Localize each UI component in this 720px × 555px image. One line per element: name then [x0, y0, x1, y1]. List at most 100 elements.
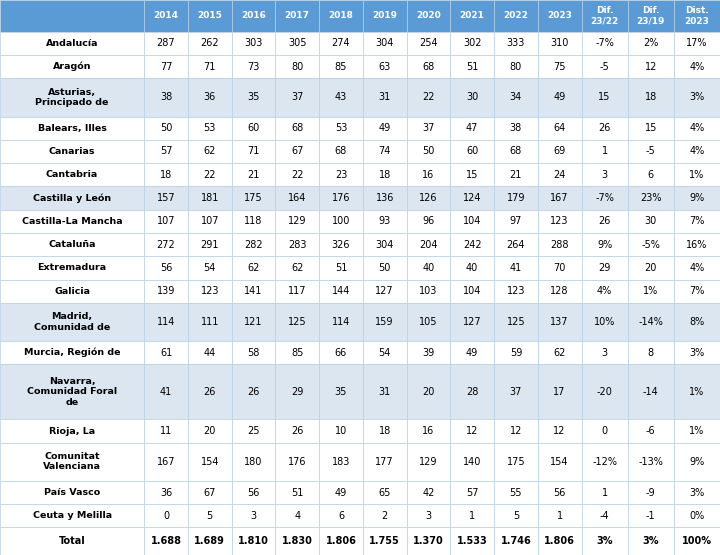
- Text: 1.533: 1.533: [456, 536, 487, 546]
- Text: 254: 254: [419, 38, 438, 48]
- Bar: [0, 443, 144, 481]
- Text: 140: 140: [463, 457, 482, 467]
- Text: 100: 100: [332, 216, 350, 226]
- Bar: [674, 0, 720, 32]
- Text: 34: 34: [510, 93, 522, 103]
- Text: 3: 3: [251, 511, 256, 521]
- Bar: [275, 55, 319, 78]
- Bar: [450, 163, 494, 186]
- Text: -7%: -7%: [595, 38, 614, 48]
- Text: 114: 114: [332, 317, 350, 327]
- Text: Ceuta y Melilla: Ceuta y Melilla: [32, 511, 112, 520]
- Text: 125: 125: [288, 317, 307, 327]
- Text: 30: 30: [466, 93, 478, 103]
- Text: 15: 15: [598, 93, 611, 103]
- Bar: [363, 504, 407, 527]
- Text: 111: 111: [201, 317, 219, 327]
- Bar: [582, 341, 628, 364]
- Text: 25: 25: [247, 426, 260, 436]
- Text: 100%: 100%: [682, 536, 712, 546]
- Text: 118: 118: [244, 216, 263, 226]
- Bar: [450, 78, 494, 117]
- Bar: [363, 233, 407, 256]
- Text: 68: 68: [291, 123, 303, 133]
- Text: 18: 18: [379, 170, 391, 180]
- Bar: [538, 481, 582, 504]
- Bar: [188, 504, 232, 527]
- Text: 3: 3: [601, 347, 608, 358]
- Bar: [494, 481, 538, 504]
- Text: 2: 2: [382, 511, 388, 521]
- Text: 5: 5: [513, 511, 519, 521]
- Bar: [407, 341, 450, 364]
- Text: 64: 64: [554, 123, 566, 133]
- Text: 177: 177: [375, 457, 394, 467]
- Text: 80: 80: [291, 62, 303, 72]
- Bar: [450, 341, 494, 364]
- Text: 51: 51: [466, 62, 478, 72]
- Bar: [494, 527, 538, 555]
- Bar: [363, 443, 407, 481]
- Bar: [319, 117, 363, 140]
- Text: Aragón: Aragón: [53, 62, 91, 72]
- Text: 71: 71: [247, 147, 260, 157]
- Bar: [494, 210, 538, 233]
- Bar: [275, 163, 319, 186]
- Bar: [232, 280, 275, 303]
- Bar: [363, 420, 407, 443]
- Text: 12: 12: [510, 426, 522, 436]
- Bar: [538, 341, 582, 364]
- Text: 175: 175: [244, 193, 263, 203]
- Text: 16: 16: [423, 170, 435, 180]
- Bar: [494, 163, 538, 186]
- Bar: [0, 481, 144, 504]
- Bar: [0, 233, 144, 256]
- Text: 40: 40: [423, 263, 435, 273]
- Bar: [494, 420, 538, 443]
- Bar: [363, 527, 407, 555]
- Text: 181: 181: [201, 193, 219, 203]
- Text: 2019: 2019: [372, 12, 397, 21]
- Text: 75: 75: [554, 62, 566, 72]
- Text: 262: 262: [200, 38, 219, 48]
- Bar: [407, 210, 450, 233]
- Text: 1.810: 1.810: [238, 536, 269, 546]
- Bar: [232, 186, 275, 210]
- Text: 23%: 23%: [640, 193, 662, 203]
- Bar: [0, 140, 144, 163]
- Text: 62: 62: [204, 147, 216, 157]
- Text: 26: 26: [247, 387, 260, 397]
- Bar: [628, 527, 674, 555]
- Bar: [407, 256, 450, 280]
- Text: 69: 69: [554, 147, 566, 157]
- Text: 167: 167: [550, 193, 569, 203]
- Text: -1: -1: [646, 511, 656, 521]
- Bar: [188, 364, 232, 420]
- Bar: [188, 78, 232, 117]
- Text: 2016: 2016: [241, 12, 266, 21]
- Text: Dist.
2023: Dist. 2023: [685, 6, 709, 26]
- Text: Canarias: Canarias: [49, 147, 95, 156]
- Bar: [144, 233, 188, 256]
- Text: 16: 16: [423, 426, 435, 436]
- Bar: [450, 280, 494, 303]
- Text: 58: 58: [247, 347, 260, 358]
- Bar: [232, 117, 275, 140]
- Text: 21: 21: [510, 170, 522, 180]
- Bar: [232, 420, 275, 443]
- Text: 4%: 4%: [597, 286, 612, 296]
- Text: 125: 125: [507, 317, 525, 327]
- Bar: [0, 504, 144, 527]
- Bar: [275, 303, 319, 341]
- Text: 3%: 3%: [689, 93, 705, 103]
- Text: 38: 38: [160, 93, 172, 103]
- Bar: [674, 117, 720, 140]
- Bar: [582, 443, 628, 481]
- Text: 1: 1: [601, 487, 608, 497]
- Text: 47: 47: [466, 123, 478, 133]
- Text: 2%: 2%: [643, 38, 659, 48]
- Bar: [407, 280, 450, 303]
- Text: Murcia, Región de: Murcia, Región de: [24, 348, 120, 357]
- Bar: [494, 341, 538, 364]
- Text: 17%: 17%: [686, 38, 708, 48]
